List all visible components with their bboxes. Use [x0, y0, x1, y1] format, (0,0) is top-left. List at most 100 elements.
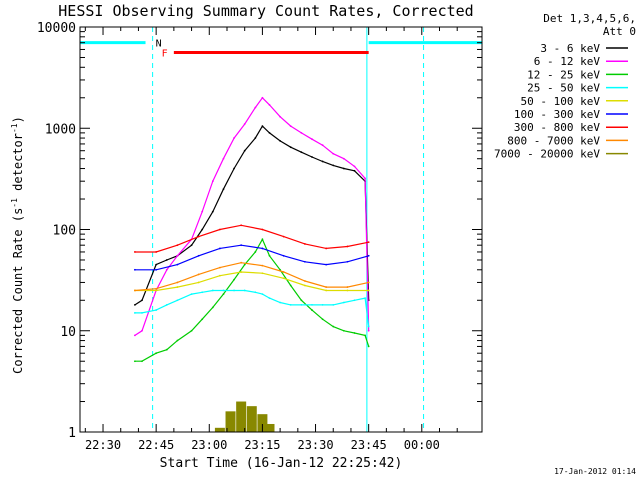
series-5-point-5 [240, 244, 243, 247]
series-2 [133, 237, 370, 363]
series-6-point-1 [155, 251, 158, 253]
series-2-line [134, 237, 370, 362]
series-2-point-9 [233, 278, 235, 281]
series-6 [133, 224, 370, 253]
series-4-point-11 [367, 289, 370, 292]
series-0-point-7 [211, 210, 214, 213]
legend-header-0: Det 1,3,4,5,6, [543, 12, 636, 25]
series-0-point-15 [289, 146, 292, 149]
series-3-point-7 [211, 289, 214, 292]
series-0-point-9 [233, 167, 235, 170]
series-1-point-12 [261, 96, 264, 99]
series-7-point-6 [261, 264, 264, 267]
chart-title: HESSI Observing Summary Count Rates, Cor… [58, 2, 473, 20]
series-2-point-17 [311, 309, 313, 311]
series-5-point-8 [304, 260, 306, 263]
y-axis-label: Corrected Count Rate (s-1 detector-1) [10, 116, 25, 374]
series-3-point-14 [279, 301, 282, 304]
plot-area: NF [79, 26, 483, 433]
series-6-line [134, 224, 369, 253]
series-1 [133, 96, 370, 337]
series-7-point-1 [155, 287, 158, 290]
series-3-point-4 [176, 299, 179, 302]
series-0-point-12 [261, 125, 264, 128]
series-7-point-11 [367, 281, 370, 284]
series-3-point-10 [243, 289, 246, 292]
series-1-point-1 [141, 329, 143, 332]
series-2-point-5 [190, 329, 193, 332]
y-label-part-2: detector [11, 133, 25, 198]
series-1-point-6 [201, 210, 204, 213]
series-4-point-7 [282, 277, 285, 280]
series-1-point-3 [165, 268, 168, 271]
series-4-point-2 [176, 286, 179, 288]
series-0-point-21 [353, 169, 356, 172]
series-1-point-4 [176, 254, 179, 257]
series-1-point-14 [279, 115, 282, 118]
legend-label-6: 300 - 800 keV [514, 121, 600, 134]
x-tick-label-5: 23:45 [351, 438, 387, 452]
series-7-point-4 [219, 266, 221, 269]
y-tick-label-1: 10 [60, 325, 76, 340]
series-7-point-5 [240, 261, 243, 264]
series-1-point-0 [133, 334, 136, 337]
series-0-point-19 [332, 164, 335, 167]
series-5 [133, 244, 370, 271]
plot-frame [79, 26, 483, 433]
series-3-point-1 [141, 312, 143, 314]
series-3-point-12 [261, 293, 264, 296]
series-2-point-1 [141, 360, 143, 363]
series-1-point-22 [364, 177, 367, 180]
series-3-point-21 [353, 299, 356, 302]
series-2-point-16 [300, 299, 303, 302]
series-2-point-23 [367, 345, 370, 348]
series-4-point-5 [240, 271, 243, 273]
attenuator-label-f: F [162, 48, 168, 59]
series-2-point-4 [176, 339, 179, 342]
series-0-point-3 [165, 259, 168, 261]
series-5-point-2 [176, 263, 179, 266]
series-0-point-16 [300, 151, 303, 154]
series-5-point-3 [197, 254, 200, 257]
series-1-point-10 [243, 123, 246, 125]
x-tick-label-6: 00:00 [404, 438, 440, 452]
legend-label-0: 3 - 6 keV [540, 42, 600, 55]
series-0-point-0 [133, 304, 136, 306]
series-5-point-0 [133, 268, 136, 271]
legend-label-1: 6 - 12 keV [534, 55, 601, 68]
series-1-point-11 [254, 106, 257, 109]
series-1-point-8 [222, 157, 225, 160]
y-tick-label-2: 100 [53, 224, 76, 239]
series-7-point-3 [197, 273, 200, 276]
series-5-point-7 [282, 254, 285, 257]
series-4-point-3 [197, 281, 200, 284]
series-4-line [134, 271, 369, 292]
series-0-point-14 [279, 140, 282, 142]
series-6-point-10 [346, 245, 349, 248]
legend-label-3: 25 - 50 keV [527, 82, 600, 95]
series-0-point-17 [311, 156, 313, 158]
series-2-point-20 [342, 329, 345, 332]
series-8-bar-4 [257, 414, 268, 432]
series-2-point-22 [364, 334, 367, 337]
x-tick-label-3: 23:15 [244, 438, 280, 452]
series-3-point-2 [155, 309, 158, 311]
series-7-point-0 [133, 289, 136, 292]
series-7 [133, 261, 370, 292]
series-1-point-16 [300, 131, 303, 134]
series-6-point-0 [133, 251, 136, 253]
series-3-point-22 [364, 297, 367, 300]
series-5-point-1 [155, 268, 158, 271]
x-tick-label-4: 23:30 [297, 438, 333, 452]
series-2-point-15 [289, 284, 292, 287]
series-5-point-11 [367, 254, 370, 257]
series-2-point-10 [243, 263, 246, 266]
series-3-point-3 [165, 304, 168, 306]
series-3-point-15 [289, 304, 292, 306]
series-0-point-8 [222, 188, 225, 191]
series-8-bar-2 [236, 401, 247, 432]
series-8 [214, 401, 275, 432]
series-3-point-5 [190, 293, 193, 296]
